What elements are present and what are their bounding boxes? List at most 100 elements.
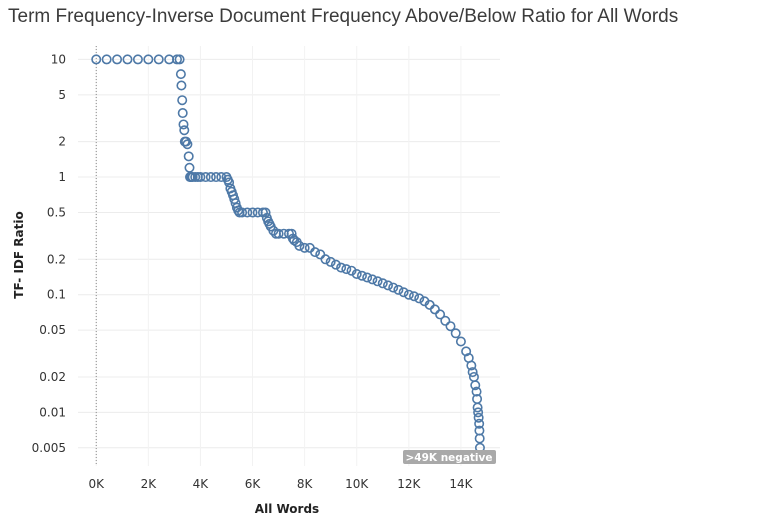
data-point	[367, 274, 378, 285]
y-tick-label: 0.05	[39, 323, 66, 337]
data-point	[473, 407, 484, 418]
y-tick-label: 0.02	[39, 370, 66, 384]
badge-label: >49K negative	[406, 452, 493, 464]
data-point	[403, 289, 414, 300]
data-point	[467, 367, 478, 378]
data-point	[268, 225, 279, 236]
data-point	[177, 95, 188, 106]
data-point	[91, 54, 102, 65]
x-tick-label: 2K	[141, 477, 158, 491]
data-point	[242, 207, 253, 218]
data-point	[472, 402, 483, 413]
data-point	[216, 172, 227, 183]
x-tick-label: 0K	[88, 477, 105, 491]
data-point	[341, 264, 352, 275]
y-tick-label: 2	[58, 135, 66, 149]
data-point	[377, 278, 388, 289]
badge-background	[403, 450, 496, 464]
data-point	[315, 249, 326, 260]
data-point	[132, 54, 143, 65]
data-point	[211, 172, 222, 183]
data-point	[398, 287, 409, 298]
data-point	[174, 54, 185, 65]
data-point	[382, 280, 393, 291]
data-point	[330, 259, 341, 270]
data-point	[299, 242, 310, 253]
data-point	[286, 228, 297, 239]
data-points	[91, 54, 485, 453]
negative-count-badge: >49K negative	[403, 450, 496, 464]
data-point	[178, 119, 189, 130]
data-point	[471, 386, 482, 397]
x-tick-label: 14K	[449, 477, 473, 491]
data-point	[175, 69, 186, 80]
x-tick-label: 12K	[397, 477, 421, 491]
data-point	[237, 207, 248, 218]
x-tick-label: 4K	[193, 477, 210, 491]
data-point	[445, 321, 456, 332]
y-tick-label: 0.1	[47, 288, 66, 302]
data-point	[179, 125, 190, 136]
data-point	[176, 80, 187, 91]
y-tick-labels: 10 5 2 1 0.5 0.2 0.1 0.05 0.02 0.01 0.005	[32, 52, 66, 454]
data-point	[473, 412, 484, 423]
x-tick-label: 10K	[345, 477, 369, 491]
x-axis-title: All Words	[255, 502, 319, 516]
data-point	[393, 284, 404, 295]
data-point	[143, 54, 154, 65]
data-point	[122, 54, 133, 65]
data-point	[440, 315, 451, 326]
data-point	[229, 194, 240, 205]
data-point	[466, 360, 477, 371]
y-axis-title: TF- IDF Ratio	[12, 211, 26, 298]
data-point	[351, 268, 362, 279]
data-point	[195, 172, 206, 183]
data-point	[182, 139, 193, 150]
y-tick-label: 0.005	[32, 441, 66, 455]
y-tick-label: 5	[58, 88, 66, 102]
y-tick-label: 0.5	[47, 205, 66, 219]
data-point	[336, 262, 347, 273]
data-point	[455, 336, 466, 347]
data-point	[247, 207, 258, 218]
data-point	[260, 207, 271, 218]
data-point	[461, 346, 472, 357]
data-point	[346, 265, 357, 276]
data-point	[409, 291, 420, 302]
data-point	[184, 162, 195, 173]
data-point	[310, 247, 321, 258]
data-point	[362, 272, 373, 283]
data-point	[388, 282, 399, 293]
data-point	[470, 380, 481, 391]
data-point	[273, 228, 284, 239]
data-point	[153, 54, 164, 65]
y-tick-label: 10	[51, 52, 66, 66]
data-point	[205, 172, 216, 183]
data-point	[414, 293, 425, 304]
y-tick-label: 0.01	[39, 405, 66, 419]
y-tick-label: 0.2	[47, 252, 66, 266]
grid-lines	[78, 46, 500, 466]
data-point	[177, 108, 188, 119]
x-tick-label: 8K	[297, 477, 314, 491]
data-point	[356, 270, 367, 281]
data-point	[200, 172, 211, 183]
data-point	[429, 304, 440, 315]
data-point	[183, 151, 194, 162]
data-point	[224, 177, 235, 188]
data-point	[450, 328, 461, 339]
data-point	[474, 418, 485, 429]
data-point	[325, 256, 336, 267]
data-point	[435, 309, 446, 320]
data-point	[474, 433, 485, 444]
data-point	[101, 54, 112, 65]
data-point	[372, 276, 383, 287]
data-point	[294, 240, 305, 251]
data-point	[320, 254, 331, 265]
y-tick-label: 1	[58, 170, 66, 184]
x-tick-label: 6K	[245, 477, 262, 491]
x-tick-labels: 0K 2K 4K 6K 8K 10K 12K 14K	[88, 477, 473, 491]
chart-title: Term Frequency-Inverse Document Frequenc…	[8, 6, 679, 27]
data-point	[112, 54, 123, 65]
